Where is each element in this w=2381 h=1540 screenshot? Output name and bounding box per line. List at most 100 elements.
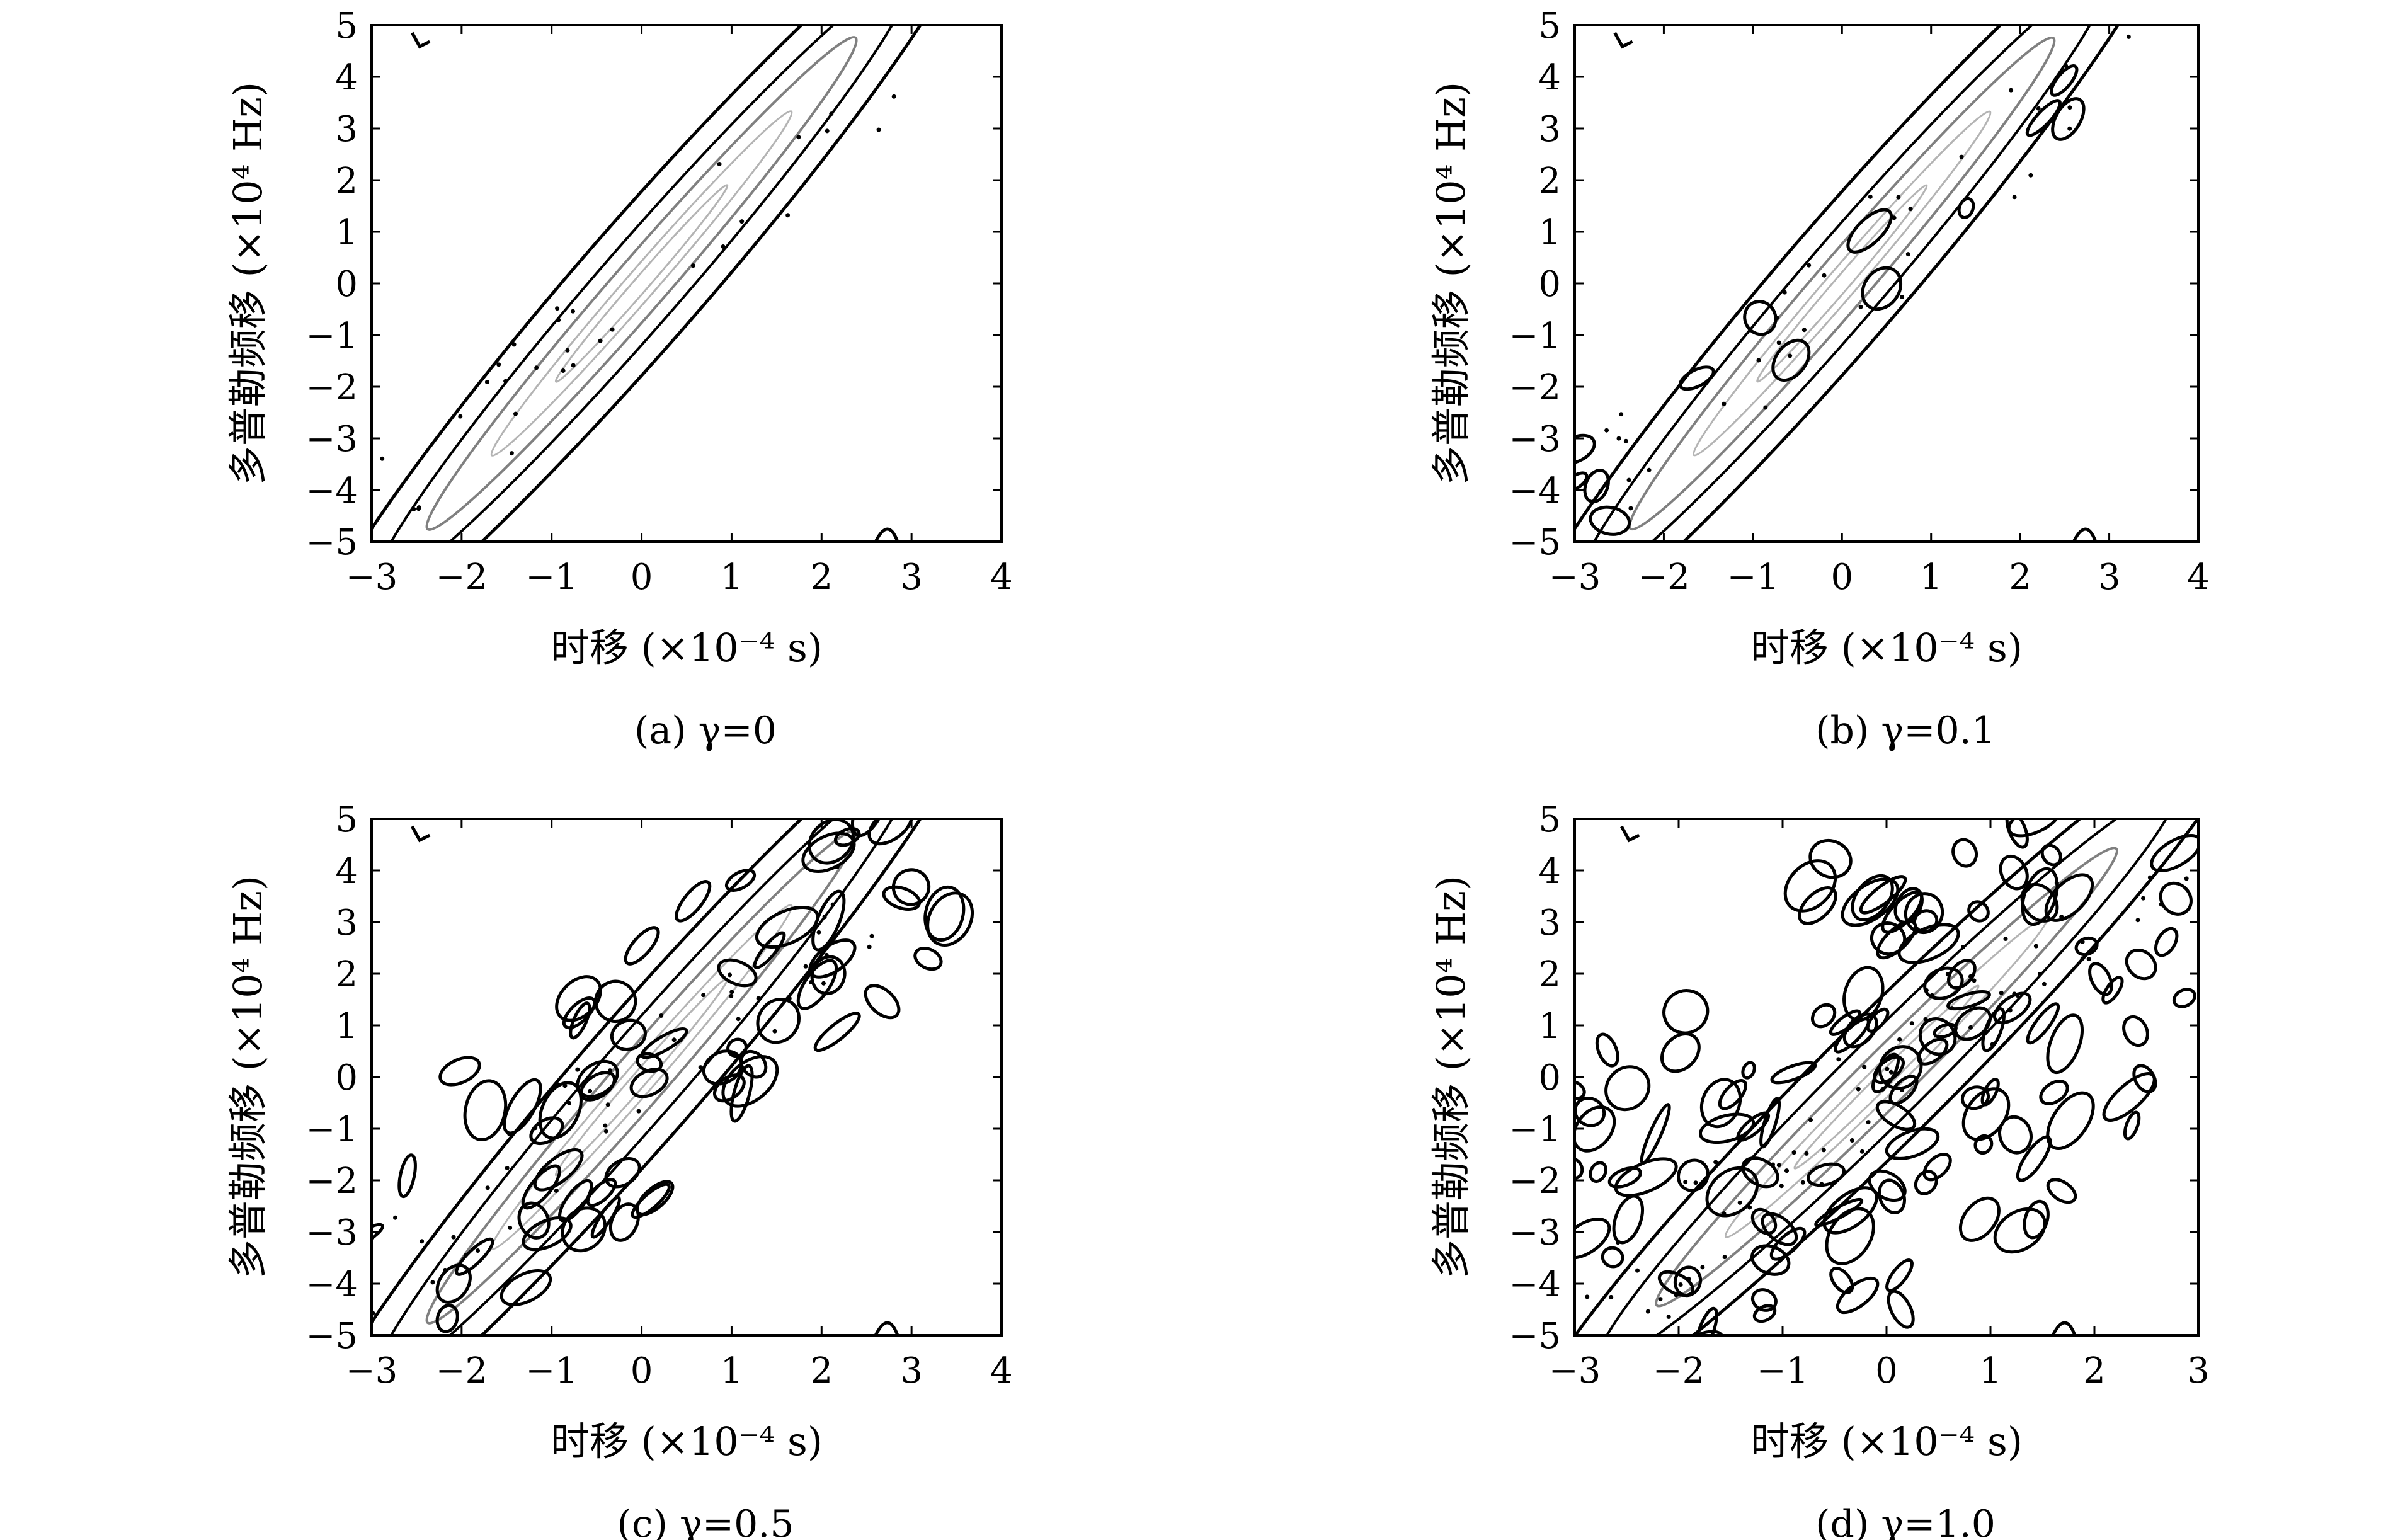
noise-contour [1841,877,1900,927]
speckle-point [363,1281,368,1286]
speckle-point [1771,1162,1775,1167]
speckle-point [1990,1042,1995,1047]
x-axis-title: 时移 (×10⁻⁴ s) [551,625,823,671]
y-tick-label: 2 [1538,954,1561,995]
noise-contour [1914,1170,1938,1195]
speckle-point [1905,252,1910,257]
noise-contour [2046,1013,2084,1075]
noise-contour [756,998,801,1044]
speckle-point [1623,438,1628,443]
speckle-point [1628,506,1633,511]
noise-contour [1958,1196,2001,1242]
speckle-point [1908,207,1913,212]
edge-contour-top-left [1620,825,1640,843]
y-tick-label: 3 [1538,903,1561,944]
noise-contour [1999,854,2029,891]
speckle-point [1862,1064,1867,1069]
noise-contour [1575,471,1589,493]
noise-contour [2101,976,2124,1005]
speckle-point [1968,974,1973,979]
contour-level-3 [425,830,858,1325]
y-tick-label: −5 [305,522,358,563]
y-tick-label: −2 [1509,367,1561,408]
y-tick-label: −5 [1509,1316,1561,1357]
noise-contour [1887,1289,1915,1329]
speckle-point [1658,1297,1663,1302]
speckle-point [608,1068,612,1073]
noise-contour [1604,1065,1651,1112]
noise-contour [721,1054,779,1108]
speckle-point [1782,290,1787,295]
noise-contour [555,975,602,1022]
speckle-point [2135,918,2140,923]
x-tick-label: −3 [1549,557,1601,598]
y-axis-title: 多普勒频移 (×10⁴ Hz) [225,876,271,1279]
x-tick-label: 3 [900,557,923,598]
noise-contour [1951,838,1978,868]
y-tick-label: 4 [1538,57,1561,98]
speckle-point [534,365,539,370]
speckle-point [2064,64,2069,68]
speckle-point [1616,436,1621,441]
panel-caption: (a) γ=0 [634,709,777,753]
speckle-point [1858,304,1863,309]
noise-contour [455,1237,494,1276]
contour-group [363,819,978,1335]
contour-level-1 [372,819,978,1335]
noise-contour [1957,197,1975,219]
speckle-point [1968,1025,1973,1030]
speckle-point [671,1037,677,1042]
speckle-point [1779,1184,1784,1189]
x-axis-title: 时移 (×10⁻⁴ s) [1750,625,2023,671]
speckle-point [1868,194,1873,199]
noise-contour [640,1027,688,1059]
y-tick-label: 5 [335,799,358,840]
speckle-point [1776,1163,1781,1168]
speckle-point [1808,1117,1813,1122]
noise-contour [629,1068,669,1098]
speckle-point [443,1267,448,1272]
speckle-point [562,1083,568,1088]
noise-contour [562,996,597,1030]
noise-contour [1575,433,1596,465]
noise-contour [1953,1006,1992,1041]
speckle-point [430,1280,435,1285]
noise-contour [1640,1103,1671,1165]
noise-contour [726,1037,748,1058]
noise-contour [2020,882,2059,923]
noise-contour [2006,736,2064,774]
speckle-point [509,451,514,456]
x-tick-label: −1 [525,1350,578,1391]
contour-group [1575,25,2175,542]
speckle-point [2015,993,2020,998]
speckle-point [2012,195,2017,200]
x-tick-label: −2 [1638,557,1690,598]
y-tick-label: 2 [1538,161,1561,202]
noise-contour [1694,1306,1718,1335]
speckle-point [503,379,508,384]
noise-contour [724,869,757,893]
panel-caption: (d) γ=1.0 [1815,1502,1996,1540]
noise-contour [1614,1157,1678,1197]
speckle-point [729,993,734,998]
noise-contour [1998,1115,2033,1155]
y-tick-label: −4 [1509,1264,1561,1305]
noise-contour [864,984,901,1020]
noise-contour [2050,64,2079,97]
noise-contour [1946,990,1991,1011]
noise-contour [2021,867,2059,927]
speckle-point [816,930,821,935]
speckle-point [1999,990,2004,995]
speckle-point [2126,34,2131,39]
speckle-point [1645,1309,1650,1314]
noise-contour [926,891,974,947]
speckle-point [1896,195,1901,200]
noise-contour [2051,767,2089,810]
speckle-point [2033,944,2038,949]
edge-contour-bottom-right [2072,527,2098,542]
y-axis-title: 多普勒频移 (×10⁴ Hz) [1428,876,1474,1279]
noise-contour [1885,1127,1940,1160]
noise-contour [1743,300,1778,336]
speckle-point [826,942,831,947]
speckle-point [2067,126,2072,131]
